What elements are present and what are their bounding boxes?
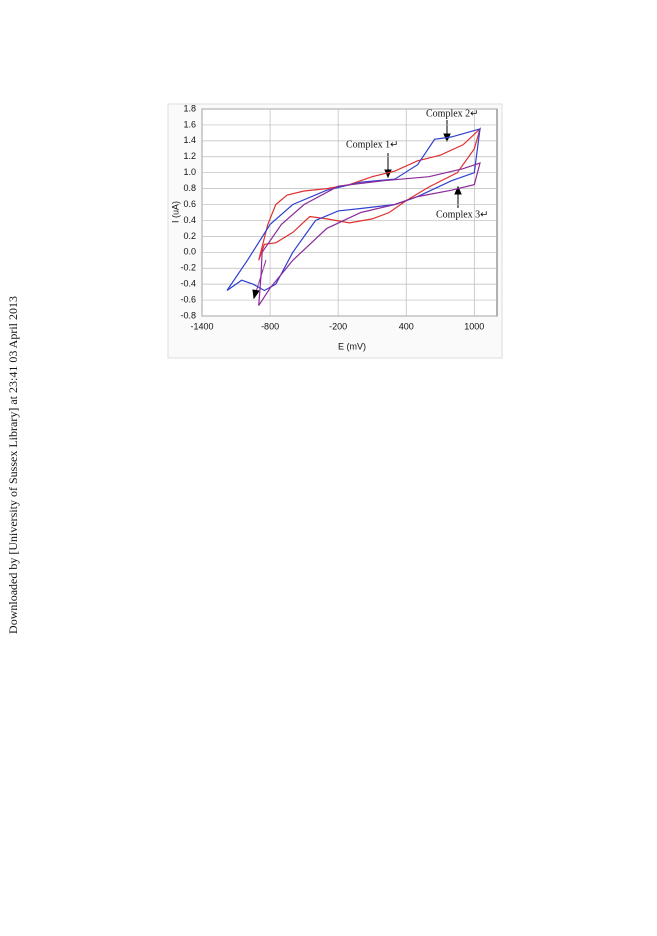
annotation: Complex 1↵	[346, 139, 399, 150]
y-tick-label: 1.6	[183, 119, 196, 129]
y-tick-label: 0.0	[183, 247, 196, 257]
annotation: Complex 3↵	[436, 209, 489, 220]
y-tick-label: 0.2	[183, 231, 196, 241]
x-tick-label: -1400	[190, 321, 213, 331]
watermark: Downloaded by [University of Sussex Libr…	[6, 296, 20, 634]
grid	[201, 108, 497, 317]
y-axis-label: I (uA)	[170, 201, 180, 223]
y-tick-label: 1.2	[183, 151, 196, 161]
x-axis-label: E (mV)	[338, 341, 366, 351]
x-tick-label: 400	[399, 321, 414, 331]
y-tick-label: 0.8	[183, 183, 196, 193]
y-tick-label: -0.4	[180, 279, 196, 289]
series-line	[226, 128, 481, 292]
x-tick-label: -800	[261, 321, 279, 331]
x-tick-label: 1000	[464, 321, 484, 331]
y-tick-label: 1.4	[183, 135, 196, 145]
y-tick-label: 1.0	[183, 167, 196, 177]
y-tick-label: 1.8	[183, 103, 196, 113]
series-line	[258, 126, 482, 261]
y-tick-label: 0.6	[183, 199, 196, 209]
y-tick-label: -0.6	[180, 294, 196, 304]
y-tick-label: 0.4	[183, 215, 196, 225]
y-tick-label: -0.2	[180, 263, 196, 273]
y-tick-label: -0.8	[180, 310, 196, 320]
plot-area	[201, 108, 498, 317]
series-line	[258, 162, 481, 306]
annotation: Complex 2↵	[426, 108, 479, 119]
x-tick-label: -200	[329, 321, 347, 331]
